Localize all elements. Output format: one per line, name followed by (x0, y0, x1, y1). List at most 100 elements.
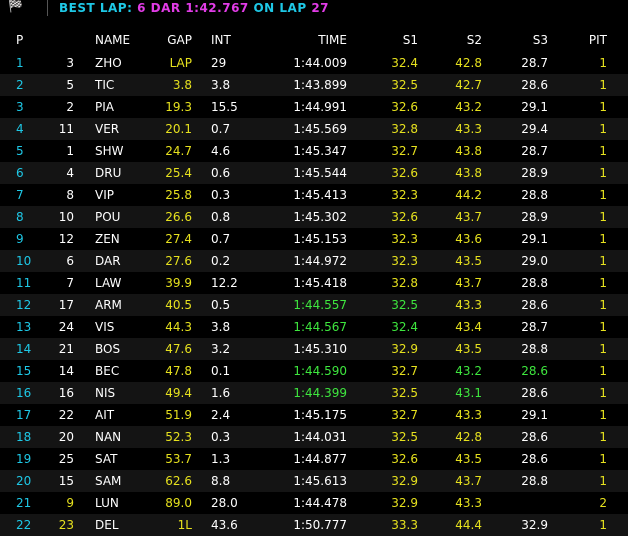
cell-sector2: 42.8 (455, 430, 482, 444)
cell-sector1: 32.6 (391, 452, 418, 466)
cell-position: 12 (16, 298, 32, 312)
cell-driver-name: PIA (95, 100, 114, 114)
table-row: 12 17 ARM 40.5 0.5 1:44.557 32.5 43.3 28.6 1 (0, 294, 628, 316)
cell-pit-count: 1 (599, 100, 607, 114)
cell-sector3: 28.6 (521, 78, 548, 92)
cell-sector3: 28.7 (521, 320, 548, 334)
cell-sector1: 32.7 (391, 144, 418, 158)
cell-pit-count: 1 (599, 474, 607, 488)
cell-pit-count: 1 (599, 276, 607, 290)
cell-interval: 0.1 (211, 364, 231, 378)
cell-gap: 62.6 (165, 474, 192, 488)
cell-sector1: 32.4 (391, 56, 418, 70)
cell-sector1: 32.7 (391, 364, 418, 378)
cell-pit-count: 1 (599, 430, 607, 444)
cell-car-number: 1 (66, 144, 74, 158)
cell-sector3: 28.8 (521, 342, 548, 356)
header-divider (47, 0, 48, 16)
cell-driver-name: POU (95, 210, 121, 224)
cell-pit-count: 1 (599, 122, 607, 136)
cell-last-lap-time: 1:45.613 (293, 474, 347, 488)
cell-sector2: 43.3 (455, 408, 482, 422)
cell-driver-name: SAM (95, 474, 122, 488)
cell-last-lap-time: 1:44.031 (293, 430, 347, 444)
cell-car-number: 20 (58, 430, 74, 444)
cell-last-lap-time: 1:44.972 (293, 254, 347, 268)
cell-position: 3 (16, 100, 24, 114)
cell-position: 10 (16, 254, 32, 268)
cell-driver-name: AIT (95, 408, 115, 422)
table-row: 5 1 SHW 24.7 4.6 1:45.347 32.7 43.8 28.7 1 (0, 140, 628, 162)
cell-gap: 89.0 (165, 496, 192, 510)
cell-driver-name: BOS (95, 342, 121, 356)
cell-last-lap-time: 1:43.899 (293, 78, 347, 92)
best-lap-time: 1:42.767 (185, 1, 249, 15)
cell-gap: 1L (177, 518, 192, 532)
cell-sector2: 43.3 (455, 298, 482, 312)
cell-gap: 19.3 (165, 100, 192, 114)
cell-gap: 49.4 (165, 386, 192, 400)
cell-sector1: 32.9 (391, 474, 418, 488)
cell-sector3: 28.8 (521, 188, 548, 202)
cell-interval: 0.7 (211, 122, 231, 136)
table-row: 14 21 BOS 47.6 3.2 1:45.310 32.9 43.5 28.8 1 (0, 338, 628, 360)
cell-sector2: 43.5 (455, 342, 482, 356)
cell-driver-name: VIP (95, 188, 114, 202)
cell-pit-count: 1 (599, 320, 607, 334)
cell-position: 1 (16, 56, 24, 70)
col-header-sector1: S1 (402, 33, 418, 47)
cell-gap: 26.6 (165, 210, 192, 224)
cell-interval: 0.5 (211, 298, 231, 312)
col-header-pit: PIT (588, 33, 607, 47)
cell-position: 13 (16, 320, 32, 334)
cell-driver-name: ARM (95, 298, 122, 312)
cell-sector1: 32.6 (391, 166, 418, 180)
cell-interval: 3.8 (211, 320, 231, 334)
table-row: 16 16 NIS 49.4 1.6 1:44.399 32.5 43.1 28.6 1 (0, 382, 628, 404)
cell-car-number: 11 (58, 122, 74, 136)
cell-gap: 47.8 (165, 364, 192, 378)
cell-car-number: 15 (58, 474, 74, 488)
best-lap-bar: 🏁 BEST LAP: 6 DAR 1:42.767 ON LAP 27 (0, 0, 628, 16)
cell-gap: 52.3 (165, 430, 192, 444)
cell-position: 4 (16, 122, 24, 136)
cell-driver-name: NAN (95, 430, 122, 444)
cell-last-lap-time: 1:45.413 (293, 188, 347, 202)
cell-interval: 43.6 (211, 518, 238, 532)
cell-car-number: 24 (58, 320, 74, 334)
cell-car-number: 25 (58, 452, 74, 466)
cell-pit-count: 1 (599, 144, 607, 158)
cell-sector1: 32.9 (391, 342, 418, 356)
table-row: 19 25 SAT 53.7 1.3 1:44.877 32.6 43.5 28.6 1 (0, 448, 628, 470)
cell-pit-count: 1 (599, 188, 607, 202)
cell-position: 2 (16, 78, 24, 92)
cell-last-lap-time: 1:44.009 (293, 56, 347, 70)
cell-car-number: 22 (58, 408, 74, 422)
table-row: 9 12 ZEN 27.4 0.7 1:45.153 32.3 43.6 29.1 1 (0, 228, 628, 250)
cell-sector3: 28.6 (521, 430, 548, 444)
cell-interval: 15.5 (211, 100, 238, 114)
cell-sector3: 29.1 (521, 232, 548, 246)
table-row: 22 23 DEL 1L 43.6 1:50.777 33.3 44.4 32.9 1 (0, 514, 628, 536)
table-row: 8 10 POU 26.6 0.8 1:45.302 32.6 43.7 28.9 1 (0, 206, 628, 228)
cell-pit-count: 1 (599, 254, 607, 268)
cell-sector3: 29.1 (521, 100, 548, 114)
cell-car-number: 7 (66, 276, 74, 290)
cell-position: 8 (16, 210, 24, 224)
cell-interval: 0.2 (211, 254, 231, 268)
cell-last-lap-time: 1:44.567 (293, 320, 347, 334)
cell-sector1: 32.4 (391, 320, 418, 334)
cell-car-number: 10 (58, 210, 74, 224)
cell-car-number: 3 (66, 56, 74, 70)
cell-gap: 40.5 (165, 298, 192, 312)
cell-sector2: 42.7 (455, 78, 482, 92)
cell-interval: 0.8 (211, 210, 231, 224)
cell-sector3: 29.0 (521, 254, 548, 268)
cell-last-lap-time: 1:45.418 (293, 276, 347, 290)
cell-pit-count: 1 (599, 56, 607, 70)
cell-last-lap-time: 1:45.310 (293, 342, 347, 356)
on-lap-label: ON LAP (253, 1, 307, 15)
cell-sector1: 33.3 (391, 518, 418, 532)
cell-sector2: 43.3 (455, 496, 482, 510)
cell-pit-count: 1 (599, 342, 607, 356)
